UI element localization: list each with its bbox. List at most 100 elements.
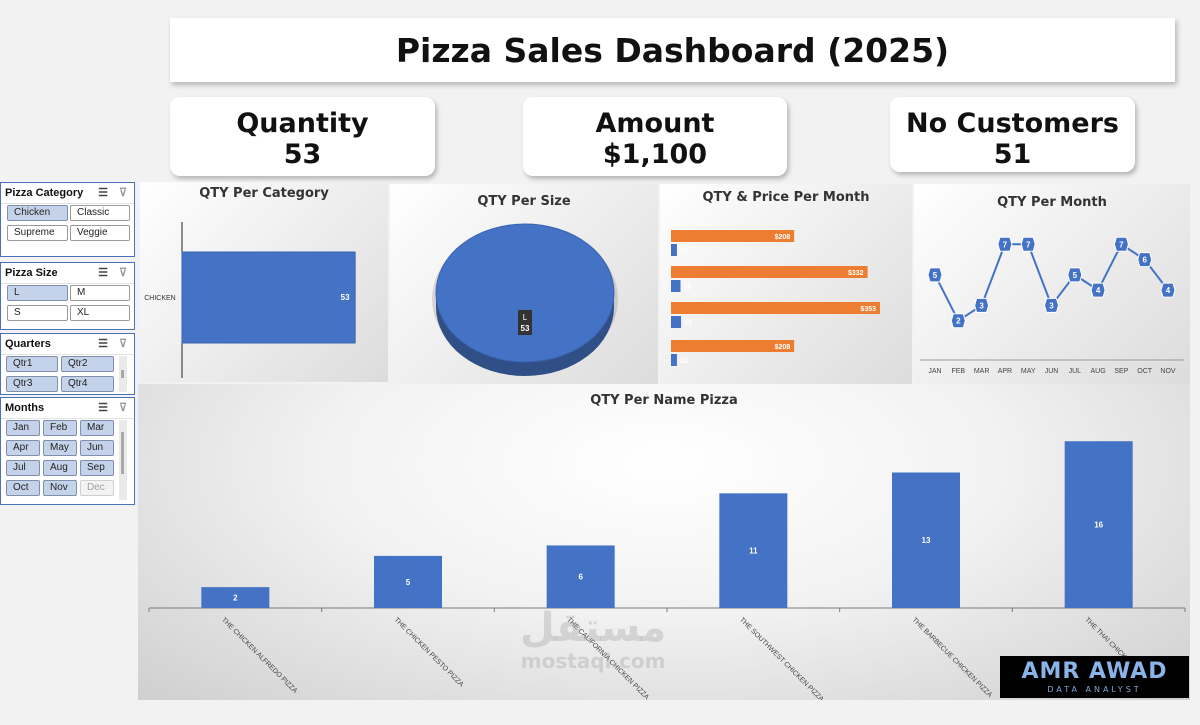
- slicer-scrollbar[interactable]: [119, 356, 127, 392]
- slicer-item-qtr2[interactable]: Qtr2: [61, 356, 114, 372]
- month-qty-marker: [1137, 252, 1153, 268]
- slicer-header: Quarters ☰ ⊽: [1, 334, 134, 355]
- slicer-item-dec[interactable]: Dec: [80, 480, 114, 496]
- scrollbar-thumb[interactable]: [121, 370, 124, 378]
- multi-select-icon[interactable]: ☰: [98, 187, 108, 199]
- month-tick-label: NOV: [1160, 368, 1176, 375]
- name-bar: [374, 555, 442, 608]
- name-bar-label: 16: [1094, 521, 1103, 530]
- slicer-quarters: Quarters ☰ ⊽ Qtr1 Qtr2 Qtr3 Qtr4: [0, 333, 135, 395]
- kpi-quantity: Quantity 53: [170, 97, 435, 176]
- slicer-item-qtr3[interactable]: Qtr3: [6, 376, 58, 392]
- name-bar-label: 13: [922, 536, 931, 545]
- name-bar-label: 2: [233, 594, 238, 603]
- month-qty-label: 7: [1003, 240, 1008, 249]
- chart-qty-per-name[interactable]: QTY Per Name Pizza 2 THE CHICKEN ALFREDO …: [138, 384, 1190, 700]
- slicer-header: Pizza Category ☰ ⊽: [1, 183, 134, 204]
- name-bar-label: 5: [406, 578, 411, 587]
- logo-name: AMR AWAD: [1021, 659, 1168, 684]
- slicer-item-feb[interactable]: Feb: [43, 420, 77, 436]
- kpi-amount: Amount $1,100: [523, 97, 787, 176]
- month-tick-label: JAN: [928, 368, 941, 375]
- slicer-item-classic[interactable]: Classic: [70, 205, 130, 221]
- multi-select-icon[interactable]: ☰: [98, 338, 108, 350]
- slicer-item-chicken[interactable]: Chicken: [7, 205, 68, 221]
- price-bar: [671, 266, 868, 278]
- category-tick-label: CHICKEN: [144, 295, 176, 302]
- price-bar: [671, 230, 795, 242]
- qty-bar: [671, 354, 677, 366]
- kpi-customers-label: No Customers: [906, 108, 1119, 139]
- slicer-item-jun[interactable]: Jun: [80, 440, 114, 456]
- slicer-item-sep[interactable]: Sep: [80, 460, 114, 476]
- price-bar-label: $353: [860, 306, 876, 313]
- qty-bar: [671, 244, 677, 256]
- name-bar: [201, 587, 270, 608]
- name-bar: [892, 472, 960, 608]
- name-tick-label: THE SOUTHWEST CHICKEN PIZZA: [738, 616, 825, 700]
- chart-qty-per-size[interactable]: QTY Per Size L 53: [390, 184, 658, 384]
- chart-title: QTY Per Category: [199, 186, 329, 201]
- qty-bar-label: 10: [680, 358, 688, 365]
- chart-qty-price-per-month[interactable]: QTY & Price Per Month $208 10 $332 16 $353 17…: [660, 184, 912, 384]
- price-bar: [671, 340, 795, 352]
- name-bar: [546, 545, 615, 608]
- slicer-item-l[interactable]: L: [7, 285, 68, 301]
- watermark-latin: mostaql.com: [520, 649, 666, 673]
- month-qty-label: 4: [1096, 286, 1101, 295]
- month-qty-label: 3: [979, 301, 984, 310]
- multi-select-icon[interactable]: ☰: [98, 402, 108, 414]
- slicer-item-xl[interactable]: XL: [70, 305, 130, 321]
- name-bar-label: 6: [578, 573, 583, 582]
- name-bar: [1064, 441, 1133, 608]
- slicer-item-jul[interactable]: Jul: [6, 460, 40, 476]
- month-qty-marker: [997, 236, 1013, 252]
- slicer-item-apr[interactable]: Apr: [6, 440, 40, 456]
- slicer-item-supreme[interactable]: Supreme: [7, 225, 68, 241]
- slicer-scrollbar[interactable]: [119, 420, 127, 500]
- slicer-item-aug[interactable]: Aug: [43, 460, 77, 476]
- chart-title: QTY Per Size: [477, 194, 571, 209]
- month-tick-label: FEB: [951, 368, 965, 375]
- name-tick-label: THE BARBECUE CHICKEN PIZZA: [911, 616, 994, 699]
- month-qty-label: 5: [933, 271, 938, 280]
- brand-logo: AMR AWAD DATA ANALYST: [1000, 656, 1189, 698]
- chart-qty-per-category[interactable]: QTY Per Category 53 CHICKEN: [140, 182, 388, 382]
- month-qty-marker: [1090, 282, 1106, 298]
- month-qty-marker: [1160, 282, 1176, 298]
- month-qty-marker: [1067, 267, 1083, 283]
- slicer-item-may[interactable]: May: [43, 440, 77, 456]
- kpi-customers: No Customers 51: [890, 97, 1135, 172]
- slicer-item-nov[interactable]: Nov: [43, 480, 77, 496]
- chart-qty-per-month[interactable]: QTY Per Month 5 JAN 2 FEB 3 MAR 7 APR 7 MAY 3 JUN 5 J…: [914, 184, 1190, 384]
- slicer-item-jan[interactable]: Jan: [6, 420, 40, 436]
- slicer-title: Months: [5, 402, 45, 414]
- slicer-item-oct[interactable]: Oct: [6, 480, 40, 496]
- qty-bar-label: 17: [684, 320, 692, 327]
- month-qty-marker: [1043, 297, 1060, 313]
- clear-filter-icon[interactable]: ⊽: [118, 187, 127, 199]
- dashboard-title: Pizza Sales Dashboard (2025): [170, 18, 1175, 82]
- slicer-item-m[interactable]: M: [70, 285, 130, 301]
- category-bar: [181, 251, 356, 344]
- slicer-item-qtr4[interactable]: Qtr4: [61, 376, 114, 392]
- slicer-item-veggie[interactable]: Veggie: [70, 225, 130, 241]
- slicer-header: Months ☰ ⊽: [1, 398, 134, 419]
- clear-filter-icon[interactable]: ⊽: [118, 402, 127, 414]
- slicer-item-qtr1[interactable]: Qtr1: [6, 356, 58, 372]
- clear-filter-icon[interactable]: ⊽: [118, 267, 127, 279]
- clear-filter-icon[interactable]: ⊽: [118, 338, 127, 350]
- month-qty-marker: [927, 267, 943, 283]
- month-qty-label: 7: [1026, 240, 1031, 249]
- watermark: مستقل mostaql.com: [520, 606, 666, 672]
- price-bar-label: $332: [848, 270, 864, 277]
- pie-slice-value: 53: [521, 324, 530, 333]
- name-tick-label: THE CHICKEN ALFREDO PIZZA: [220, 616, 299, 695]
- scrollbar-thumb[interactable]: [121, 432, 124, 474]
- slicer-item-s[interactable]: S: [7, 305, 68, 321]
- price-bar: [671, 302, 881, 314]
- slicer-pizza-size: Pizza Size ☰ ⊽ L M S XL: [0, 262, 135, 330]
- multi-select-icon[interactable]: ☰: [98, 267, 108, 279]
- slicer-item-mar[interactable]: Mar: [80, 420, 114, 436]
- month-qty-marker: [1113, 236, 1129, 252]
